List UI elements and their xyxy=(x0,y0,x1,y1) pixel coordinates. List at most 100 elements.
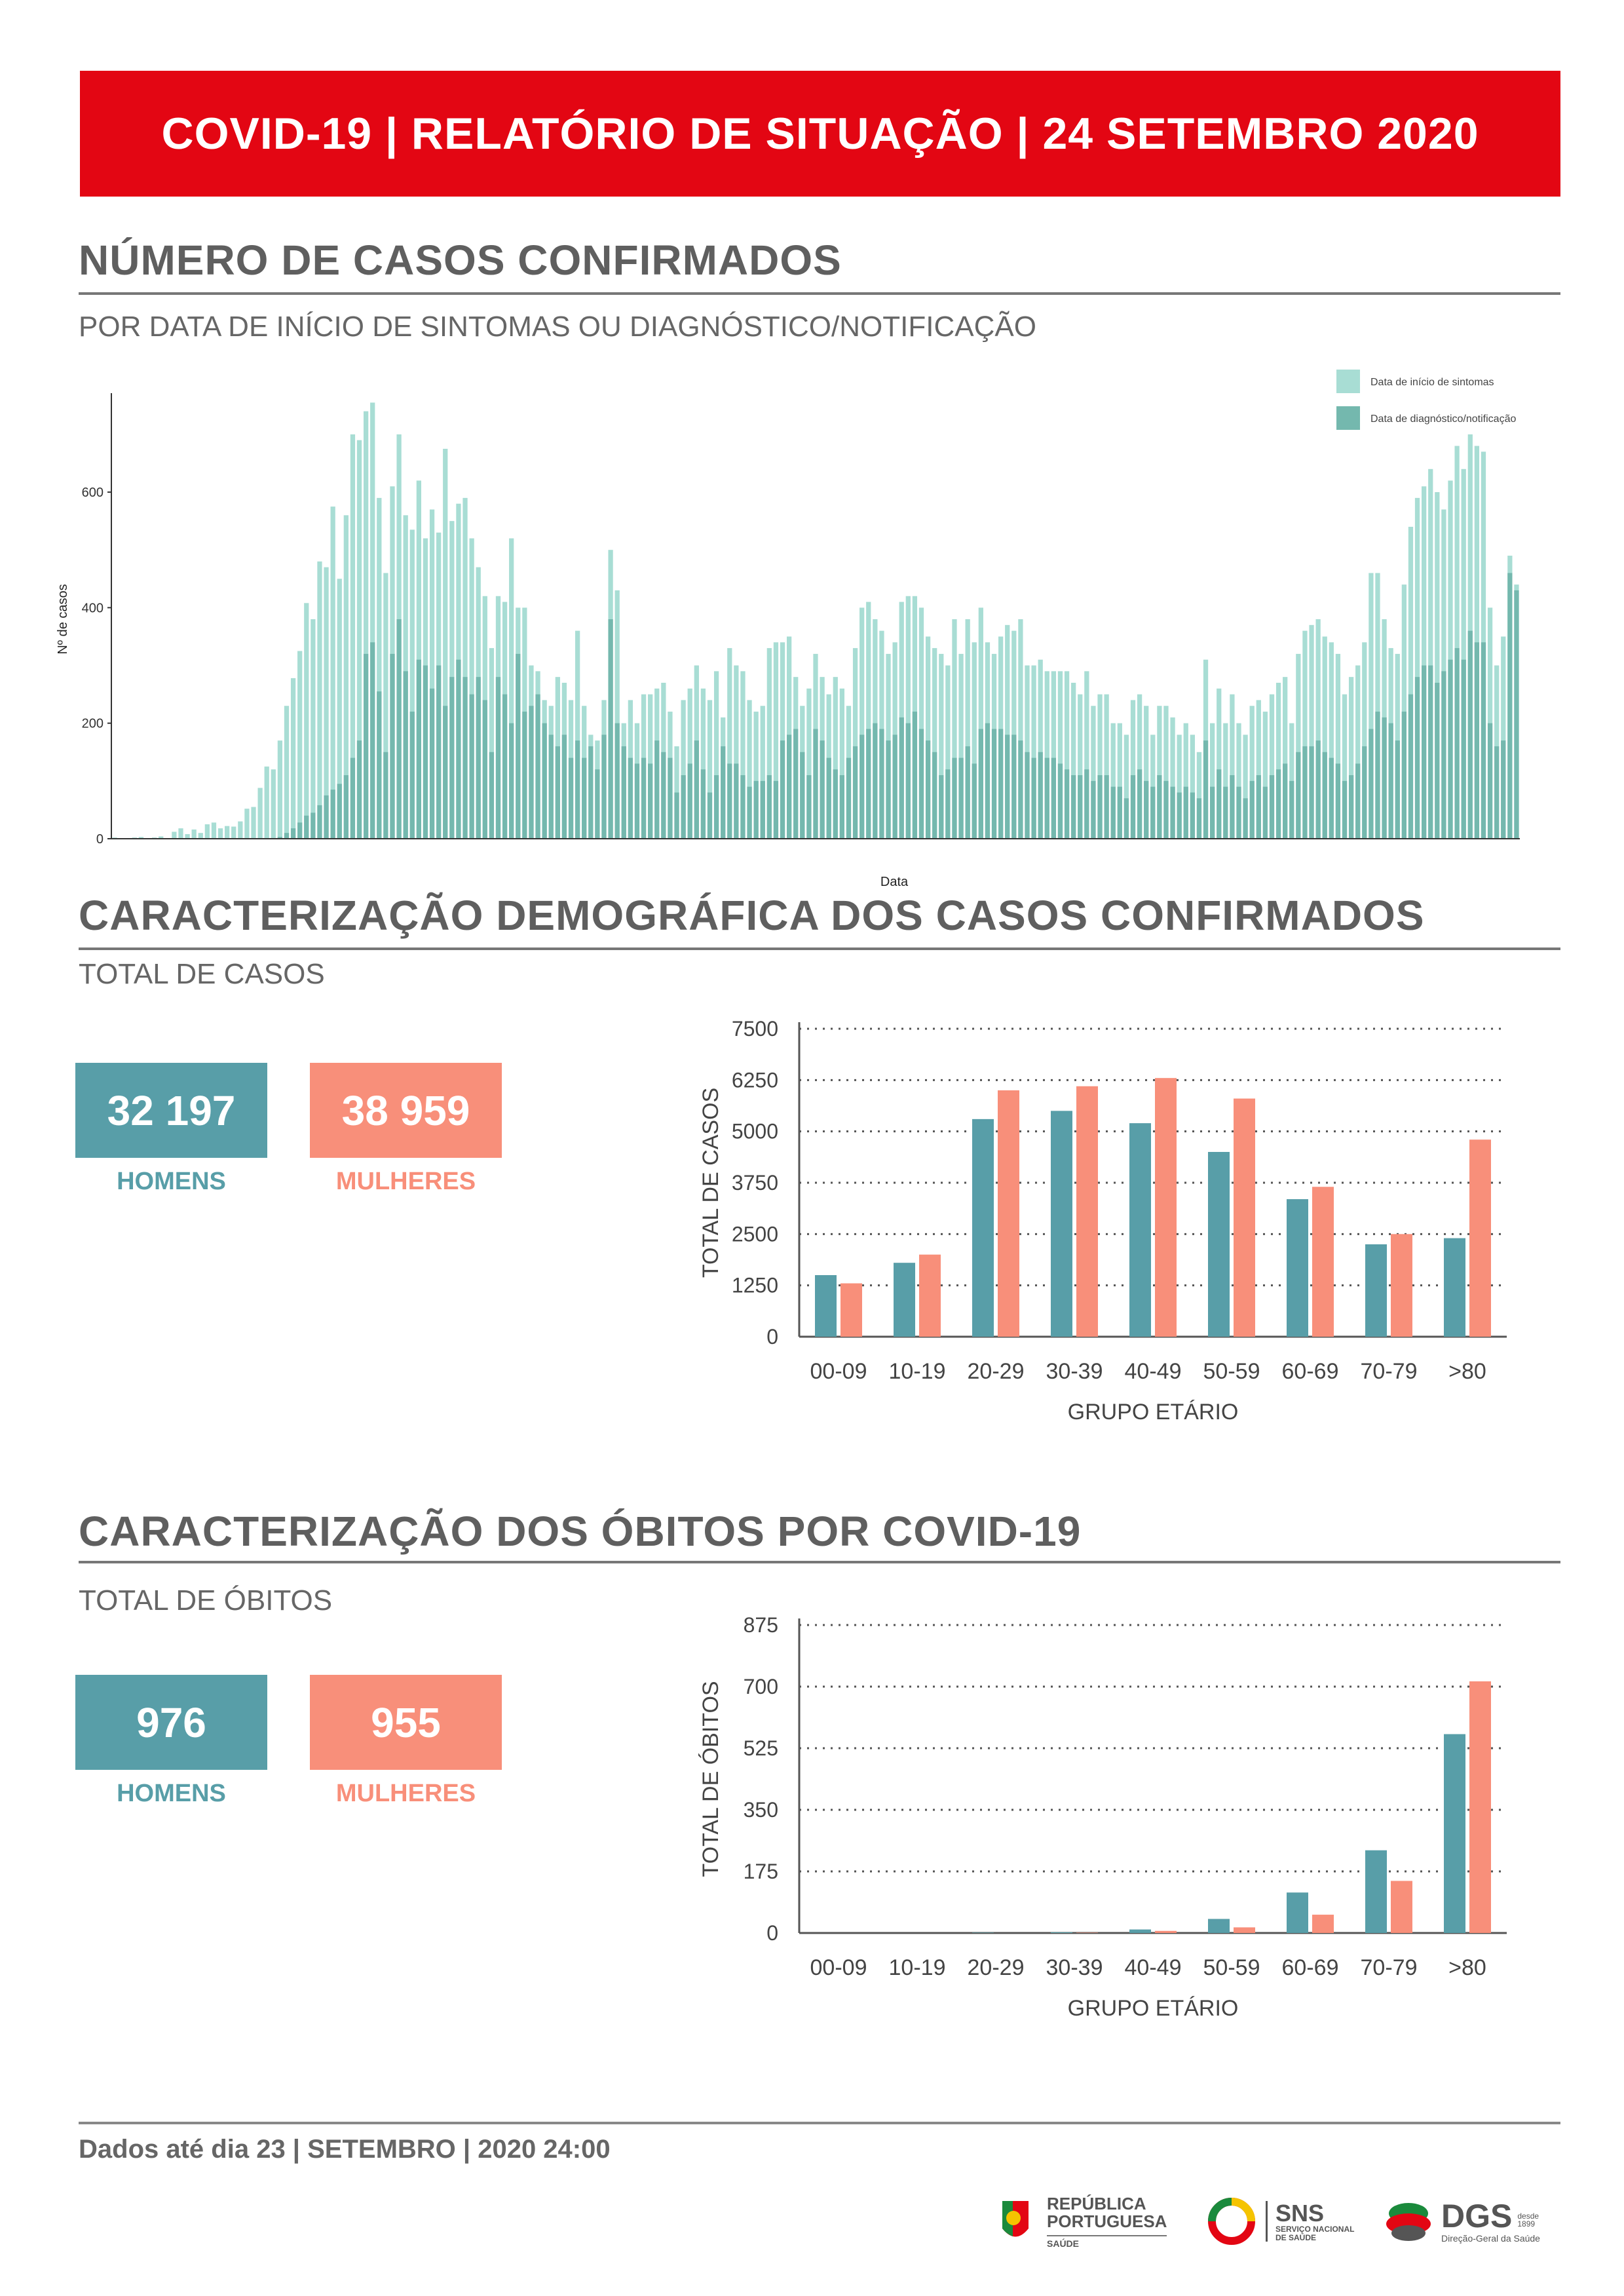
deaths-y-tick-label: 350 xyxy=(744,1798,778,1822)
deaths-women-bar xyxy=(1312,1915,1334,1933)
notification-bar xyxy=(284,833,290,839)
symptoms-bar xyxy=(363,411,369,839)
notification-bar xyxy=(311,813,316,839)
symptoms-bar xyxy=(290,678,296,839)
notification-bar xyxy=(839,775,845,839)
symptoms-bar xyxy=(753,712,759,839)
notification-bar xyxy=(337,784,342,839)
deaths-women-bar xyxy=(1076,1932,1098,1933)
notification-bar xyxy=(1382,717,1387,839)
cases-men-label: HOMENS xyxy=(117,1168,226,1195)
symptoms-bar xyxy=(932,648,937,839)
notification-bar xyxy=(1262,786,1268,839)
notification-bar xyxy=(1467,630,1473,839)
notification-bar xyxy=(899,717,904,839)
cases-y-tick-label: 2500 xyxy=(732,1222,778,1246)
republica-line1: REPÚBLICA xyxy=(1047,2194,1146,2213)
notification-bar xyxy=(1289,780,1294,839)
notification-bar xyxy=(1315,740,1321,839)
notification-bar xyxy=(1110,786,1116,839)
cases-men-bar xyxy=(894,1263,915,1337)
symptoms-bar xyxy=(952,619,957,839)
notification-bar xyxy=(561,735,567,839)
symptoms-bar xyxy=(257,788,263,839)
notification-bar xyxy=(1230,775,1235,839)
deaths-men-label: HOMENS xyxy=(117,1780,226,1807)
notification-bar xyxy=(548,735,554,839)
notification-bar xyxy=(1177,792,1182,839)
symptoms-bar xyxy=(138,837,144,839)
notification-bar xyxy=(1474,642,1480,839)
notification-bar xyxy=(516,653,521,839)
cases-x-axis-label: GRUPO ETÁRIO xyxy=(1068,1400,1239,1425)
cases-y-tick-label: 6250 xyxy=(732,1068,778,1092)
deaths-x-tick-label: 10-19 xyxy=(889,1955,946,1980)
notification-bar xyxy=(1256,775,1261,839)
cases-y-tick-label: 0 xyxy=(766,1325,778,1349)
symptoms-bar xyxy=(1031,665,1036,839)
symptoms-bar xyxy=(958,653,964,839)
notification-bar xyxy=(852,746,858,839)
notification-bar xyxy=(429,688,435,839)
daily-y-tick-label: 400 xyxy=(82,601,104,615)
notification-bar xyxy=(356,740,362,839)
symptoms-bar xyxy=(1408,526,1414,839)
symptoms-bar xyxy=(1422,486,1427,839)
symptoms-bar xyxy=(1084,671,1089,839)
notification-bar xyxy=(1441,671,1446,839)
notification-bar xyxy=(343,775,349,839)
cases-x-tick-label: 00-09 xyxy=(810,1359,867,1384)
notification-bar xyxy=(350,757,356,839)
symptoms-bar xyxy=(1091,706,1096,839)
symptoms-bar xyxy=(1130,700,1136,839)
notification-bar xyxy=(529,706,534,839)
symptoms-bar xyxy=(1243,735,1248,839)
sns-name: SNS xyxy=(1275,2199,1325,2227)
deaths-women-bar xyxy=(1155,1930,1177,1933)
notification-bar xyxy=(1157,775,1162,839)
notification-bar xyxy=(879,729,884,839)
symptoms-bar xyxy=(1355,665,1361,839)
legend-symptoms-swatch xyxy=(1336,370,1360,393)
notification-bar xyxy=(1190,792,1195,839)
symptoms-bar xyxy=(1256,700,1261,839)
notification-bar xyxy=(396,619,402,839)
symptoms-bar xyxy=(700,688,706,839)
notification-bar xyxy=(674,792,679,839)
symptoms-bar xyxy=(866,602,871,839)
republica-line2: PORTUGUESA xyxy=(1047,2211,1167,2232)
notification-bar xyxy=(1018,740,1023,839)
symptoms-bar xyxy=(337,579,342,839)
symptoms-bar xyxy=(1163,706,1169,839)
notification-bar xyxy=(1130,775,1136,839)
notification-bar xyxy=(509,723,514,839)
notification-bar xyxy=(661,752,666,839)
symptoms-bar xyxy=(1428,469,1433,839)
deaths-men-bar xyxy=(1287,1892,1308,1933)
cases-x-tick-label: 30-39 xyxy=(1046,1359,1103,1384)
symptoms-bar xyxy=(1044,671,1049,839)
symptoms-bar xyxy=(416,480,421,839)
notification-bar xyxy=(687,763,692,839)
daily-y-tick-label: 600 xyxy=(82,486,104,500)
deaths-men-bar xyxy=(1051,1932,1072,1933)
cases-men-bar xyxy=(1365,1244,1387,1337)
notification-bar xyxy=(277,837,283,839)
symptoms-bar xyxy=(1329,642,1334,839)
symptoms-bar xyxy=(244,809,250,839)
cases-y-tick-label: 3750 xyxy=(732,1171,778,1195)
cases-x-tick-label: >80 xyxy=(1448,1359,1486,1384)
notification-bar xyxy=(1025,752,1030,839)
notification-bar xyxy=(1104,775,1109,839)
sns-ring-icon xyxy=(1208,2198,1255,2245)
symptoms-bar xyxy=(1501,636,1506,839)
symptoms-bar xyxy=(489,648,495,839)
cases-women-box: 38 959 xyxy=(310,1063,502,1158)
symptoms-bar xyxy=(1117,723,1122,839)
notification-bar xyxy=(449,677,455,839)
notification-bar xyxy=(918,729,924,839)
notification-bar xyxy=(905,723,911,839)
symptoms-bar xyxy=(509,538,514,839)
symptoms-bar xyxy=(217,828,223,839)
symptoms-bar xyxy=(1078,694,1083,839)
